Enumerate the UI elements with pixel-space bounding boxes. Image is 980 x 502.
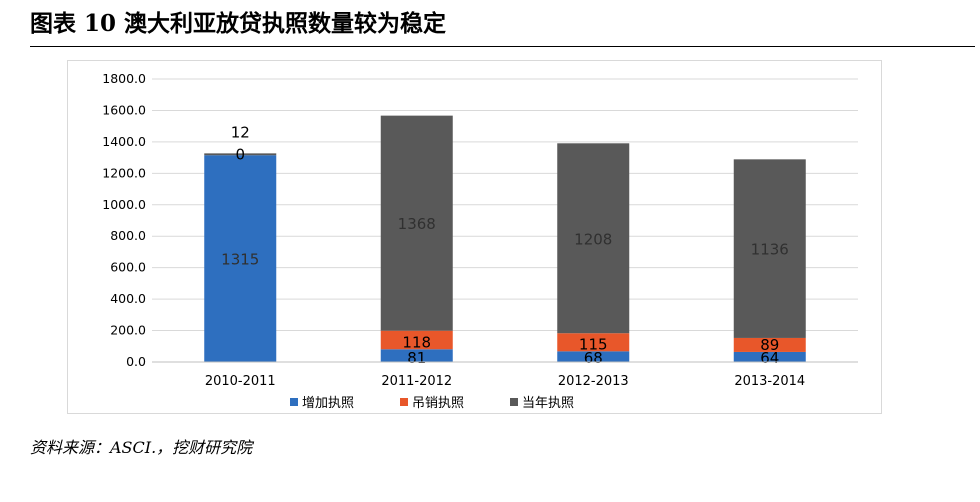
data-label: 118 (402, 333, 431, 351)
title-divider (30, 46, 975, 47)
data-label: 1315 (221, 251, 259, 269)
bar-segment (380, 349, 453, 362)
stacked-bar-chart: 0.0 200.0 400.0 600.0 800.0 1000.0 1200.0 1400.… (102, 71, 858, 411)
x-tick-label: 2012-2013 (558, 374, 629, 389)
y-tick-label: 200.0 (110, 323, 146, 338)
x-tick-label: 2011-2012 (381, 374, 452, 389)
bar-segment (380, 115, 453, 331)
y-tick-label: 1400.0 (102, 134, 146, 149)
y-tick-label: 800.0 (110, 228, 146, 243)
bar-segment (557, 143, 630, 334)
data-label: 1208 (574, 230, 612, 248)
data-label: 1136 (751, 241, 789, 259)
data-label: 0 (235, 145, 245, 163)
y-tick-label: 1600.0 (102, 102, 146, 117)
legend-label: 增加执照 (302, 396, 354, 411)
legend-swatch (400, 398, 408, 406)
y-tick-label: 1000.0 (102, 197, 146, 212)
x-tick-label: 2010-2011 (205, 374, 276, 389)
legend-swatch (290, 398, 298, 406)
data-label: 115 (579, 335, 608, 353)
x-tick-label: 2013-2014 (734, 374, 805, 389)
y-tick-label: 0.0 (126, 354, 146, 369)
y-axis: 0.0 200.0 400.0 600.0 800.0 1000.0 1200.0 1400.… (102, 71, 146, 369)
source-note: 资料来源：ASCI.，挖财研究院 (30, 438, 253, 457)
data-label: 12 (231, 123, 250, 141)
figure-title: 图表 10 澳大利亚放贷执照数量较为稳定 (30, 10, 447, 37)
bar-segment (733, 337, 806, 352)
y-tick-label: 1800.0 (102, 71, 146, 86)
bar-segment (380, 330, 453, 350)
data-label: 89 (760, 336, 779, 354)
legend-swatch (510, 398, 518, 406)
legend: 增加执照 吊销执照 当年执照 (290, 396, 574, 411)
legend-label: 吊销执照 (412, 396, 464, 411)
y-tick-label: 400.0 (110, 291, 146, 306)
legend-label: 当年执照 (522, 396, 574, 411)
data-label: 81 (407, 349, 426, 367)
bar-segment (557, 333, 630, 352)
y-tick-label: 600.0 (110, 260, 146, 275)
bar-segment (204, 155, 277, 362)
y-tick-label: 1200.0 (102, 165, 146, 180)
bar-segment (204, 153, 277, 156)
data-label: 1368 (398, 215, 436, 233)
bar-segment (733, 159, 806, 338)
bar-segment (557, 351, 630, 362)
bars (204, 115, 806, 362)
bar-segment (733, 351, 806, 362)
x-axis: 2010-2011 2011-2012 2012-2013 2013-2014 (152, 361, 858, 389)
